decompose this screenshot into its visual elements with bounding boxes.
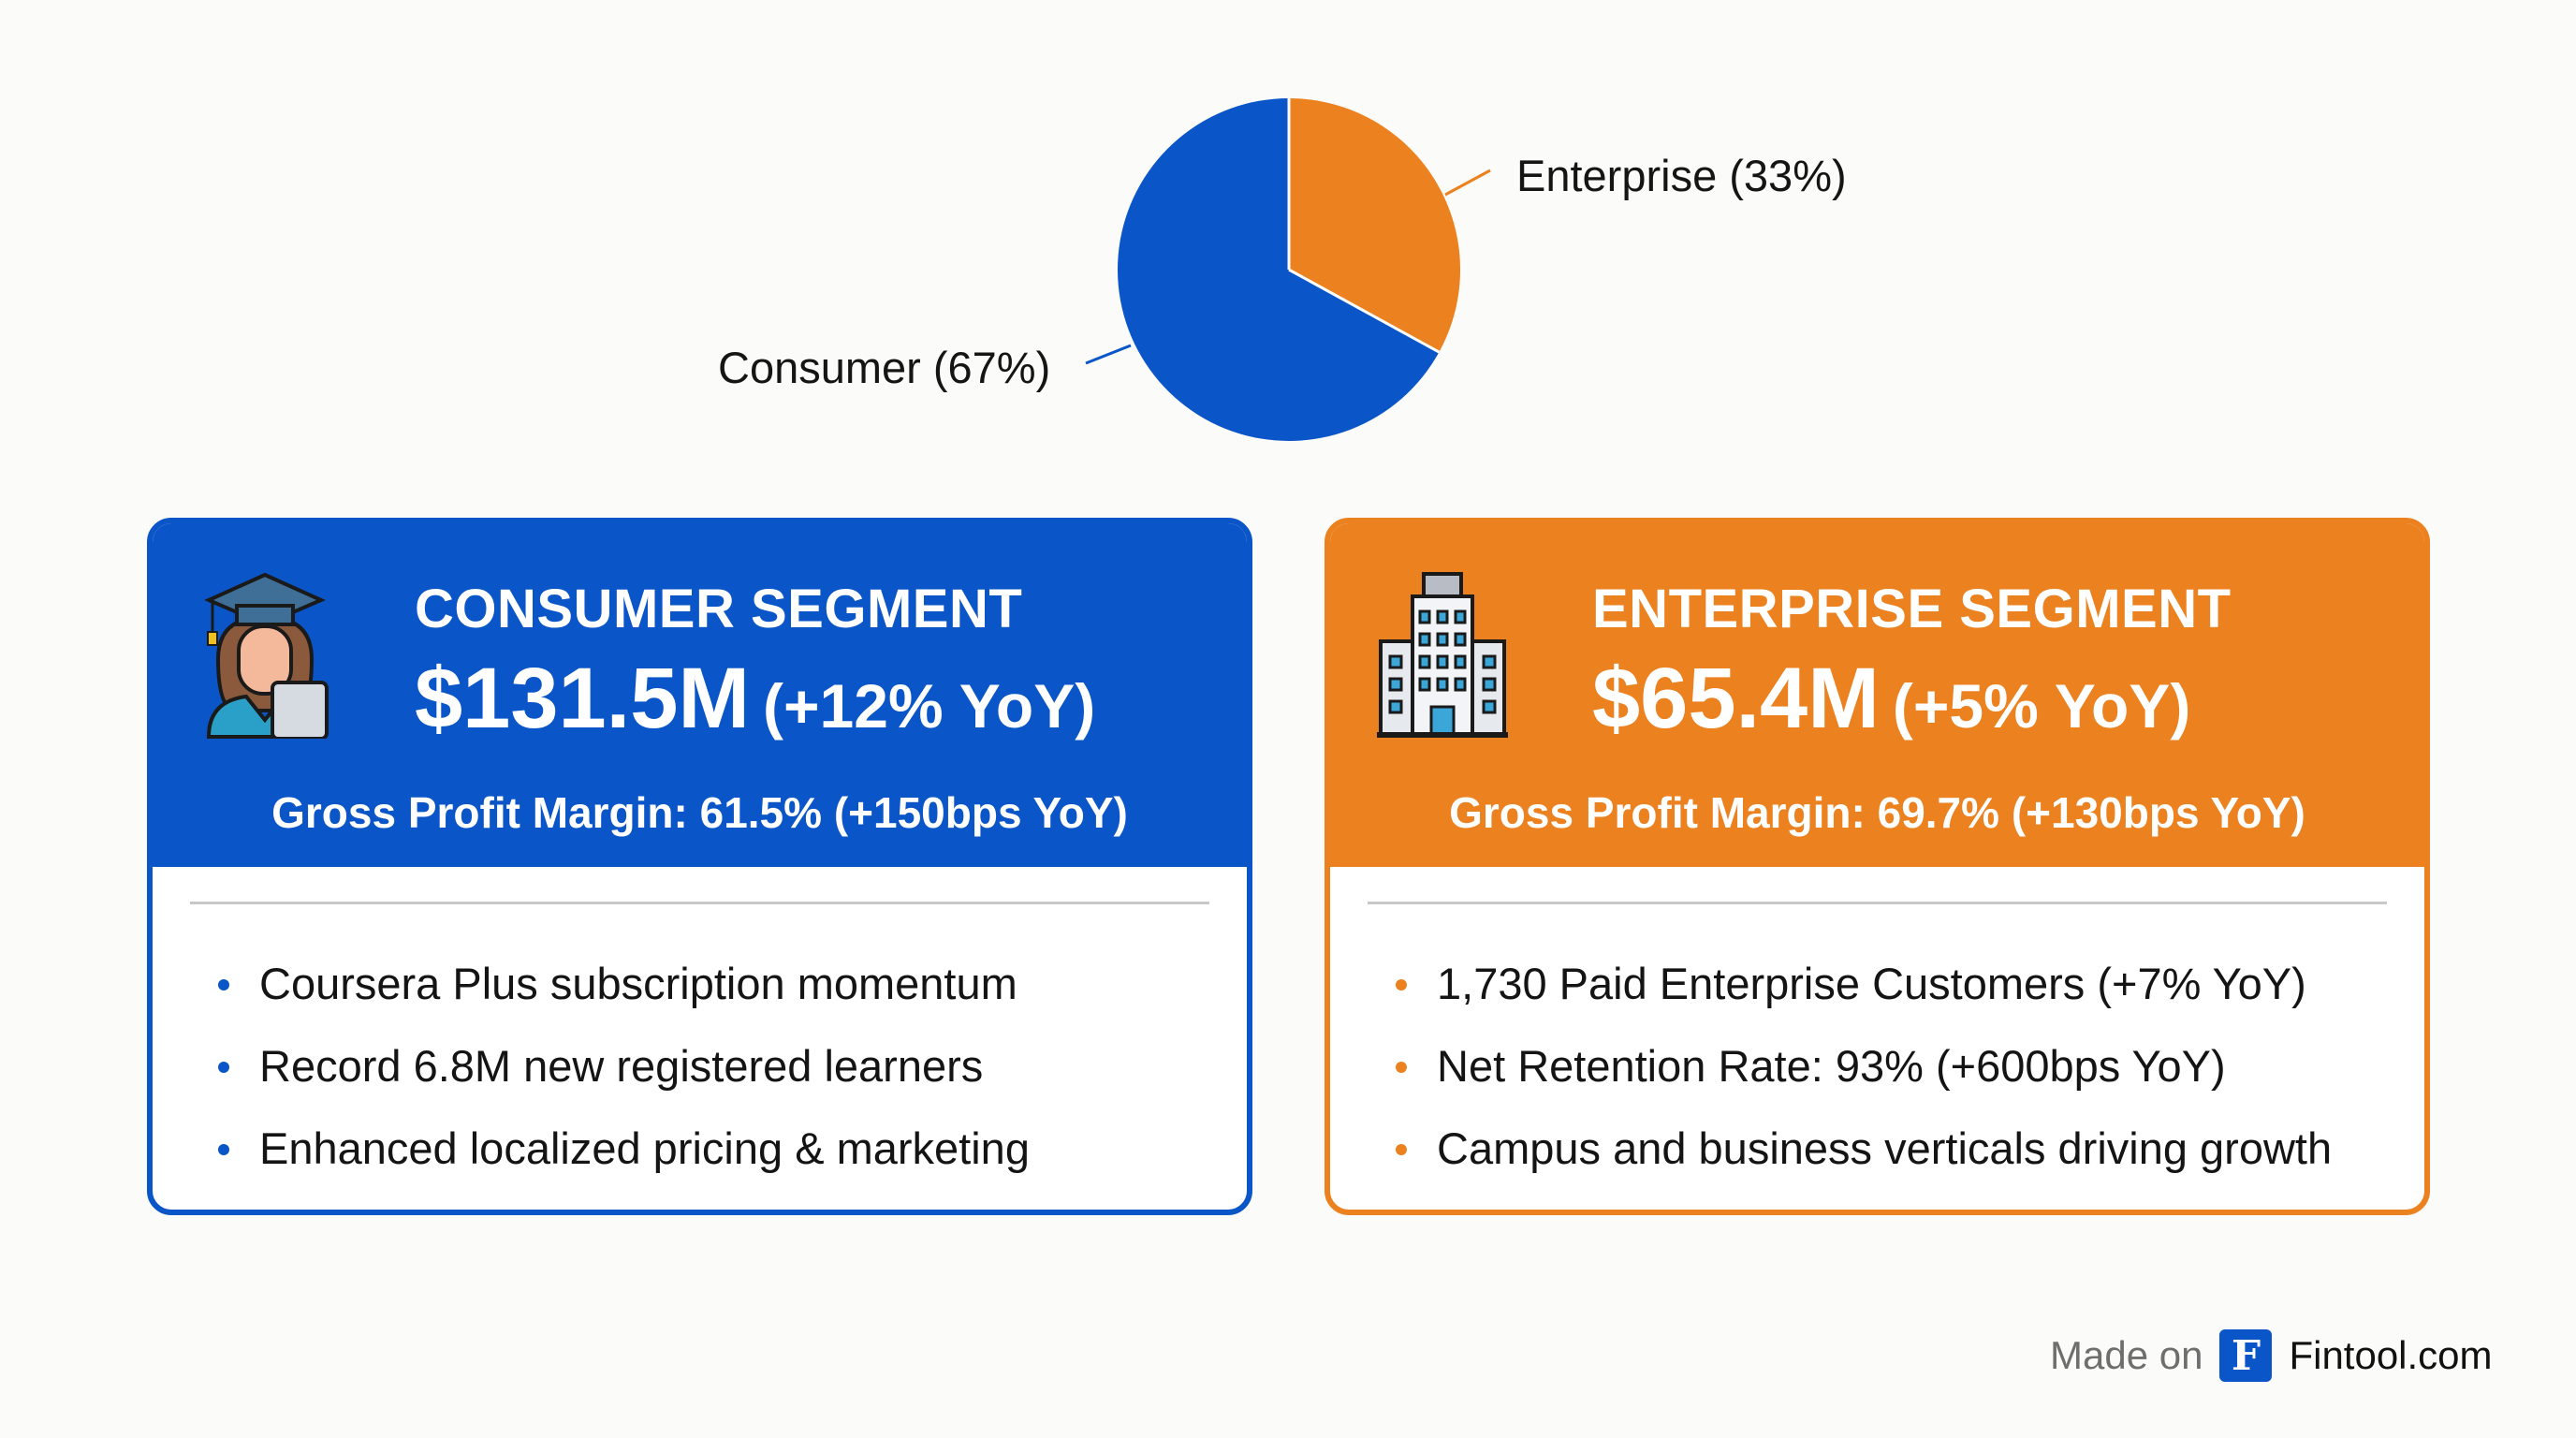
enterprise-revenue-value: $65.4M: [1592, 651, 1880, 746]
enterprise-revenue-yoy: (+5% YoY): [1892, 671, 2191, 741]
pie-slice-enterprise: [1289, 98, 1461, 353]
bullet-text: Enhanced localized pricing & marketing: [259, 1123, 1030, 1173]
bullet-dot-icon: [218, 1062, 229, 1073]
list-item: Net Retention Rate: 93% (+600bps YoY): [1396, 1025, 2332, 1108]
list-item: Enhanced localized pricing & marketing: [218, 1108, 1030, 1190]
list-item: Campus and business verticals driving gr…: [1396, 1108, 2332, 1190]
pie-graphic: [1085, 98, 1491, 442]
pie-label-consumer: Consumer (67%): [718, 343, 1051, 392]
divider: [190, 902, 1209, 904]
bullet-text: Net Retention Rate: 93% (+600bps YoY): [1437, 1041, 2226, 1091]
bullet-dot-icon: [218, 979, 229, 990]
pie-slice-consumer: [1118, 98, 1440, 442]
bullet-dot-icon: [1396, 1062, 1407, 1073]
bullet-dot-icon: [218, 1144, 229, 1155]
list-item: 1,730 Paid Enterprise Customers (+7% YoY…: [1396, 943, 2332, 1025]
enterprise-gross-margin: Gross Profit Margin: 69.7% (+130bps YoY): [1449, 788, 2305, 837]
footer-attribution: Made on F Fintool.com: [2050, 1327, 2493, 1385]
consumer-highlights: Coursera Plus subscription momentum Reco…: [218, 943, 1030, 1190]
divider: [1368, 902, 2387, 904]
segment-pie-chart: Enterprise (33%) Consumer (67%): [0, 0, 2576, 487]
consumer-segment-title: CONSUMER SEGMENT: [415, 579, 1023, 639]
bullet-dot-icon: [1396, 979, 1407, 990]
bullet-text: Campus and business verticals driving gr…: [1437, 1123, 2333, 1173]
fintool-logo-icon: F: [2219, 1329, 2273, 1382]
consumer-revenue-value: $131.5M: [415, 651, 751, 746]
list-item: Record 6.8M new registered learners: [218, 1025, 1030, 1108]
consumer-revenue: $131.5M (+12% YoY): [415, 650, 1095, 748]
bullet-dot-icon: [1396, 1144, 1407, 1155]
bullet-text: 1,730 Paid Enterprise Customers (+7% YoY…: [1437, 959, 2306, 1008]
consumer-segment-card: CONSUMER SEGMENT $131.5M (+12% YoY) Gross…: [147, 518, 1252, 1215]
leader-line-consumer: [1085, 344, 1132, 365]
made-on-text: Made on: [2050, 1333, 2203, 1377]
enterprise-segment-title: ENTERPRISE SEGMENT: [1592, 579, 2232, 639]
enterprise-revenue: $65.4M (+5% YoY): [1592, 650, 2190, 748]
consumer-card-header: CONSUMER SEGMENT $131.5M (+12% YoY) Gross…: [153, 523, 1247, 867]
consumer-revenue-yoy: (+12% YoY): [763, 671, 1096, 741]
consumer-gross-margin: Gross Profit Margin: 61.5% (+150bps YoY): [271, 788, 1128, 837]
enterprise-segment-card: ENTERPRISE SEGMENT $65.4M (+5% YoY) Gross…: [1325, 518, 2430, 1215]
enterprise-highlights: 1,730 Paid Enterprise Customers (+7% YoY…: [1396, 943, 2332, 1190]
fintool-brand-link[interactable]: Fintool.com: [2289, 1333, 2493, 1377]
list-item: Coursera Plus subscription momentum: [218, 943, 1030, 1025]
office-building-icon: [1377, 572, 1508, 738]
bullet-text: Coursera Plus subscription momentum: [259, 959, 1017, 1008]
student-laptop-icon: [204, 572, 329, 739]
enterprise-card-header: ENTERPRISE SEGMENT $65.4M (+5% YoY) Gross…: [1330, 523, 2424, 867]
bullet-text: Record 6.8M new registered learners: [259, 1041, 984, 1091]
pie-label-enterprise: Enterprise (33%): [1516, 151, 1847, 200]
leader-line-enterprise: [1444, 169, 1491, 197]
